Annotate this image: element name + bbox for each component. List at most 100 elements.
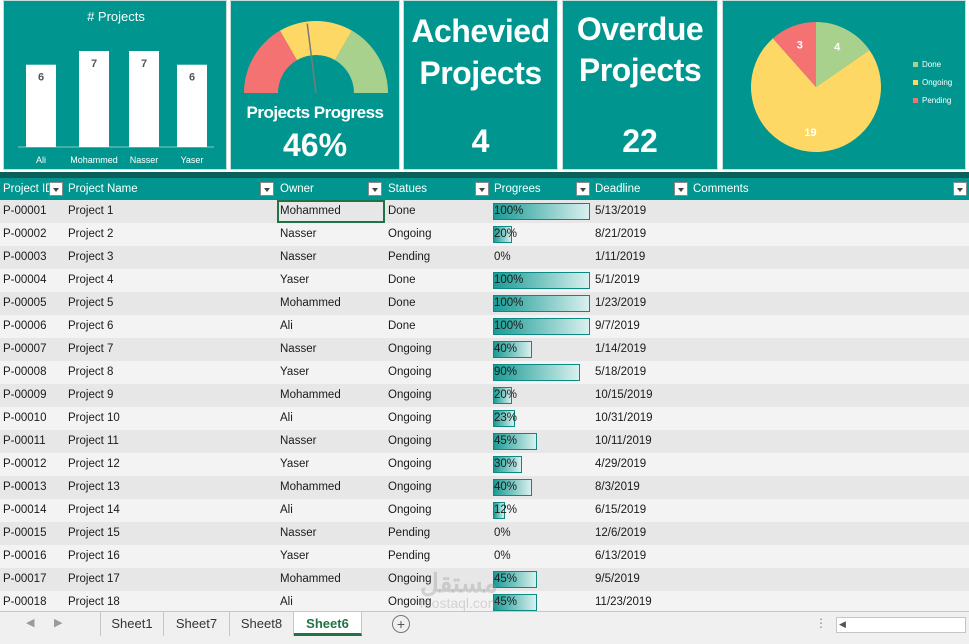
owner-cell[interactable]: Mohammed <box>277 200 385 223</box>
project-id-cell[interactable]: P-00004 <box>3 274 47 286</box>
prev-sheet-icon[interactable]: ◀ <box>26 617 35 629</box>
status-cell[interactable]: Ongoing <box>388 366 432 378</box>
progress-cell[interactable]: 0% <box>493 522 594 545</box>
progress-cell[interactable]: 20% <box>493 384 594 407</box>
owner-cell[interactable]: Ali <box>280 504 293 516</box>
progress-cell[interactable]: 45% <box>493 430 594 453</box>
project-id-cell[interactable]: P-00018 <box>3 596 47 608</box>
comments-cell[interactable] <box>690 476 969 499</box>
progress-cell[interactable]: 45% <box>493 591 594 611</box>
column-header[interactable]: Project ID <box>3 183 49 195</box>
comments-cell[interactable] <box>690 522 969 545</box>
filter-dropdown-icon[interactable] <box>576 182 590 196</box>
project-name-cell[interactable]: Project 14 <box>68 504 120 516</box>
deadline-cell[interactable]: 10/31/2019 <box>595 412 653 424</box>
owner-cell[interactable]: Mohammed <box>280 389 341 401</box>
comments-cell[interactable] <box>690 453 969 476</box>
project-id-cell[interactable]: P-00012 <box>3 458 47 470</box>
comments-cell[interactable] <box>690 338 969 361</box>
table-row[interactable]: P-00018 Project 18 Ali Ongoing 45% 11/23/2019 <box>0 591 969 611</box>
progress-cell[interactable]: 23% <box>493 407 594 430</box>
pie-slice-done[interactable] <box>816 22 870 87</box>
progress-cell[interactable]: 100% <box>493 269 594 292</box>
project-name-cell[interactable]: Project 1 <box>68 205 114 217</box>
tab-sheet7[interactable]: Sheet7 <box>164 612 230 636</box>
filter-dropdown-icon[interactable] <box>674 182 688 196</box>
table-row[interactable]: P-00005 Project 5 Mohammed Done 100% 1/23/201… <box>0 292 969 315</box>
project-id-cell[interactable]: P-00007 <box>3 343 47 355</box>
project-id-cell[interactable]: P-00014 <box>3 504 47 516</box>
bar-mohammed[interactable] <box>79 51 109 147</box>
owner-cell[interactable]: Ali <box>280 320 293 332</box>
progress-cell[interactable]: 100% <box>493 200 594 223</box>
table-row[interactable]: P-00010 Project 10 Ali Ongoing 23% 10/31/2019 <box>0 407 969 430</box>
project-name-cell[interactable]: Project 3 <box>68 251 114 263</box>
project-name-cell[interactable]: Project 12 <box>68 458 120 470</box>
project-name-cell[interactable]: Project 10 <box>68 412 120 424</box>
owner-cell[interactable]: Ali <box>280 596 293 608</box>
deadline-cell[interactable]: 6/15/2019 <box>595 504 647 516</box>
comments-cell[interactable] <box>690 384 969 407</box>
deadline-cell[interactable]: 1/23/2019 <box>595 297 647 309</box>
more-options-icon[interactable]: ⋮ <box>815 616 827 630</box>
progress-cell[interactable]: 45% <box>493 568 594 591</box>
owner-cell[interactable]: Nasser <box>280 435 317 447</box>
deadline-cell[interactable]: 8/21/2019 <box>595 228 647 240</box>
progress-cell[interactable]: 0% <box>493 246 594 269</box>
deadline-cell[interactable]: 9/7/2019 <box>595 320 640 332</box>
project-table[interactable]: Project ID Project Name Owner Statues Progre… <box>0 178 969 611</box>
scroll-left-icon[interactable]: ◀ <box>839 619 846 629</box>
table-row[interactable]: P-00014 Project 14 Ali Ongoing 12% 6/15/2019 <box>0 499 969 522</box>
project-name-cell[interactable]: Project 7 <box>68 343 114 355</box>
project-id-cell[interactable]: P-00002 <box>3 228 47 240</box>
project-id-cell[interactable]: P-00008 <box>3 366 47 378</box>
owner-cell[interactable]: Nasser <box>280 527 317 539</box>
project-name-cell[interactable]: Project 8 <box>68 366 114 378</box>
status-cell[interactable]: Ongoing <box>388 481 432 493</box>
filter-dropdown-icon[interactable] <box>475 182 489 196</box>
bar-ali[interactable] <box>26 64 56 147</box>
add-sheet-icon[interactable]: + <box>392 615 410 633</box>
progress-cell[interactable]: 20% <box>493 223 594 246</box>
project-id-cell[interactable]: P-00017 <box>3 573 47 585</box>
comments-cell[interactable] <box>690 223 969 246</box>
status-cell[interactable]: Pending <box>388 527 431 539</box>
owner-cell[interactable]: Mohammed <box>280 297 341 309</box>
deadline-cell[interactable]: 1/11/2019 <box>595 251 646 263</box>
progress-cell[interactable]: 90% <box>493 361 594 384</box>
comments-cell[interactable] <box>690 430 969 453</box>
tab-sheet1[interactable]: Sheet1 <box>100 612 164 636</box>
project-id-cell[interactable]: P-00010 <box>3 412 47 424</box>
progress-cell[interactable]: 100% <box>493 315 594 338</box>
filter-dropdown-icon[interactable] <box>49 182 63 196</box>
progress-cell[interactable]: 12% <box>493 499 594 522</box>
column-header[interactable]: Statues <box>388 183 427 195</box>
comments-cell[interactable] <box>690 315 969 338</box>
status-cell[interactable]: Pending <box>388 251 431 263</box>
status-cell[interactable]: Done <box>388 320 416 332</box>
comments-cell[interactable] <box>690 292 969 315</box>
column-header[interactable]: Owner <box>280 183 314 195</box>
deadline-cell[interactable]: 1/14/2019 <box>595 343 647 355</box>
pie-slice-pending[interactable] <box>772 22 816 87</box>
column-header[interactable]: Deadline <box>595 183 641 195</box>
deadline-cell[interactable]: 5/1/2019 <box>595 274 640 286</box>
owner-cell[interactable]: Nasser <box>280 251 317 263</box>
tab-sheet8[interactable]: Sheet8 <box>230 612 294 636</box>
table-row[interactable]: P-00015 Project 15 Nasser Pending 0% 12/6/201… <box>0 522 969 545</box>
project-id-cell[interactable]: P-00011 <box>3 435 46 447</box>
table-row[interactable]: P-00011 Project 11 Nasser Ongoing 45% 10/11/2… <box>0 430 969 453</box>
projects-chart-panel[interactable]: # Projects 6 Ali 7 Mohammed 7 Nasser 6 Yaser <box>3 0 227 170</box>
filter-dropdown-icon[interactable] <box>953 182 967 196</box>
owner-cell[interactable]: Yaser <box>280 458 310 470</box>
comments-cell[interactable] <box>690 499 969 522</box>
tab-sheet6[interactable]: Sheet6 <box>294 612 362 636</box>
project-id-cell[interactable]: P-00003 <box>3 251 47 263</box>
project-name-cell[interactable]: Project 16 <box>68 550 120 562</box>
status-cell[interactable]: Done <box>388 274 416 286</box>
horizontal-scrollbar[interactable]: ◀ <box>836 617 966 633</box>
comments-cell[interactable] <box>690 200 969 223</box>
bar-yaser[interactable] <box>177 64 207 147</box>
deadline-cell[interactable]: 8/3/2019 <box>595 481 640 493</box>
next-sheet-icon[interactable]: ▶ <box>54 617 63 629</box>
